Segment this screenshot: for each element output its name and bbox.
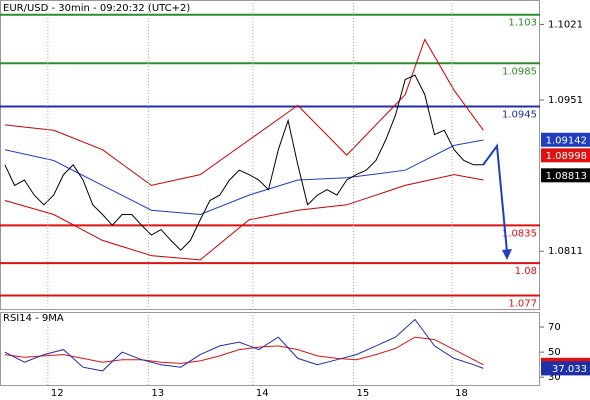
level-label: 1.0945 <box>502 110 537 121</box>
level-label: 1.103 <box>508 18 537 29</box>
level-label: 1.08 <box>515 266 537 277</box>
series-line <box>4 174 484 261</box>
y-tick-label: 50 <box>548 347 561 358</box>
price-tag-label: 1.08813 <box>546 171 587 182</box>
level-label: 1.077 <box>508 299 537 310</box>
price-tag-label: 37.033 <box>552 364 587 375</box>
series-line <box>4 38 484 186</box>
price-tag <box>541 168 590 183</box>
y-tick-label: 1.1021 <box>548 19 583 30</box>
forecast-arrow-head <box>502 249 512 260</box>
price-tag <box>541 361 590 376</box>
x-tick-label: 15 <box>356 388 369 399</box>
series-line <box>4 336 484 366</box>
chart-title: EUR/USD - 30min - 09:20:32 (UTC+2) <box>3 3 190 14</box>
y-tick-label: 1.0951 <box>548 95 583 106</box>
rsi-title: RSI14 - 9MA <box>3 313 64 324</box>
forecast-arrow <box>482 143 508 253</box>
x-tick-label: 12 <box>51 388 64 399</box>
level-label: 1.0985 <box>502 66 537 77</box>
series-line <box>4 74 484 251</box>
panel-border <box>0 312 540 386</box>
level-label: 1.0835 <box>502 228 537 239</box>
x-tick-label: 13 <box>151 388 164 399</box>
series-line <box>4 139 484 216</box>
y-tick-label: 30 <box>548 372 561 383</box>
y-tick-label: 70 <box>548 322 561 333</box>
x-tick-label: 18 <box>455 388 468 399</box>
price-tag <box>541 148 590 163</box>
price-tag <box>541 132 590 147</box>
price-tag-label: 1.08998 <box>546 151 587 162</box>
x-tick-label: 14 <box>256 388 269 399</box>
y-tick-label: 1.0811 <box>548 246 583 257</box>
panel-border <box>0 0 540 310</box>
series-line <box>4 318 484 372</box>
price-tag-label: 1.09142 <box>546 135 587 146</box>
